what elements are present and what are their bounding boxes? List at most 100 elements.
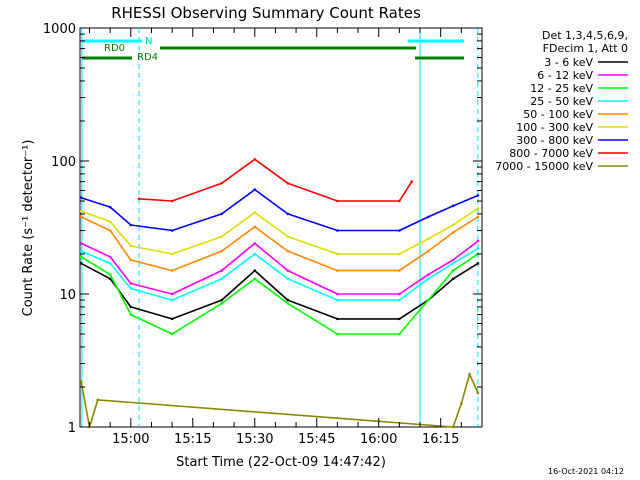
data-point	[220, 277, 224, 281]
data-point	[79, 255, 83, 259]
data-point	[170, 229, 174, 232]
data-point	[170, 298, 174, 302]
data-point	[79, 249, 83, 253]
data-point	[220, 298, 224, 302]
data-point	[451, 262, 455, 265]
data-point	[108, 220, 112, 223]
data-point	[253, 225, 257, 229]
data-point	[398, 252, 401, 256]
data-point	[286, 302, 290, 305]
series-line-8	[80, 373, 479, 428]
legend-label: 50 - 100 keV	[523, 108, 593, 121]
data-point	[286, 298, 290, 302]
legend-header-line: Det 1,3,4,5,6,9,	[542, 29, 628, 42]
data-point	[253, 211, 257, 214]
data-point	[476, 215, 480, 219]
data-point	[253, 277, 257, 281]
data-point	[170, 199, 174, 203]
data-point	[398, 292, 401, 296]
data-point	[96, 398, 100, 402]
series-line-1	[80, 240, 479, 295]
x-tick-label: 15:30	[236, 432, 273, 447]
data-point	[220, 181, 224, 185]
chart-title: RHESSI Observing Summary Count Rates	[111, 4, 421, 22]
data-point	[170, 269, 174, 272]
x-tick-label: 16:15	[422, 432, 459, 447]
data-point	[286, 181, 290, 185]
x-tick-label: 15:00	[112, 432, 149, 447]
data-point	[426, 215, 430, 219]
y-axis-label: Count Rate (s⁻¹ detector⁻¹)	[21, 140, 36, 317]
data-point	[468, 372, 471, 376]
data-point	[398, 269, 401, 272]
series-line-0	[80, 262, 479, 320]
data-point	[426, 273, 430, 276]
data-point	[286, 212, 290, 216]
data-point	[286, 277, 290, 281]
y-tick-label: 1000	[43, 22, 76, 37]
x-tick-label: 15:45	[298, 432, 335, 447]
legend-label: 12 - 25 keV	[530, 82, 593, 95]
data-point	[398, 317, 401, 321]
data-point	[336, 269, 339, 272]
data-point	[451, 231, 455, 234]
x-tick-label: 16:00	[360, 432, 397, 447]
data-point	[129, 223, 133, 227]
data-point	[170, 252, 174, 256]
data-point	[220, 235, 224, 238]
y-tick-label: 10	[59, 288, 76, 303]
data-point	[451, 425, 455, 429]
data-point	[108, 255, 112, 259]
data-point	[398, 199, 401, 203]
series-line-4	[80, 216, 479, 272]
legend-label: 100 - 300 keV	[516, 121, 593, 134]
legend-label: 300 - 800 keV	[516, 134, 593, 147]
data-point	[79, 215, 83, 219]
data-point	[79, 196, 83, 199]
data-point	[129, 282, 133, 285]
series-line-7	[139, 158, 413, 202]
data-point	[460, 402, 463, 405]
data-point	[426, 277, 430, 281]
data-point	[253, 157, 257, 161]
data-point	[79, 209, 83, 213]
legend-label: 3 - 6 keV	[544, 56, 593, 69]
data-point	[476, 194, 480, 197]
data-point	[336, 298, 339, 302]
data-point	[336, 317, 339, 321]
legend-label: 6 - 12 keV	[537, 69, 593, 82]
data-point	[108, 277, 112, 281]
data-point	[451, 277, 455, 281]
data-point	[398, 298, 401, 302]
data-point	[476, 262, 480, 265]
data-point	[253, 252, 257, 256]
data-point	[476, 239, 480, 243]
data-point	[129, 305, 133, 309]
data-point	[476, 247, 480, 250]
data-point	[253, 242, 257, 245]
data-point	[108, 205, 112, 209]
series-line-3	[80, 247, 479, 301]
data-point	[79, 242, 83, 245]
data-point	[170, 292, 174, 296]
data-point	[108, 229, 112, 232]
data-point	[336, 332, 339, 336]
data-point	[398, 229, 401, 232]
data-point	[336, 229, 339, 232]
data-point	[220, 269, 224, 272]
data-point	[426, 249, 430, 253]
data-point	[451, 223, 455, 227]
data-point	[451, 204, 455, 208]
data-point	[286, 235, 290, 238]
data-point	[170, 332, 174, 336]
data-point	[129, 313, 133, 316]
legend-label: 800 - 7000 keV	[509, 147, 593, 160]
data-point	[220, 302, 224, 305]
data-point	[286, 269, 290, 272]
rd0-flag-label: RD0	[104, 43, 125, 54]
data-point	[410, 180, 414, 183]
data-point	[336, 252, 339, 256]
data-point	[220, 212, 224, 216]
svg-text:Count Rate (s⁻¹ detector⁻¹): Count Rate (s⁻¹ detector⁻¹)	[21, 140, 36, 317]
plot-frame	[79, 27, 483, 428]
